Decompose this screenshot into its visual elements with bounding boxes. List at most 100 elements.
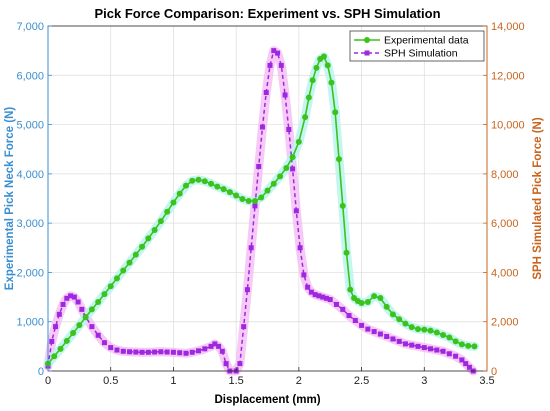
simulation-point — [421, 345, 427, 351]
experimental-point — [324, 62, 331, 69]
simulation-point — [446, 351, 452, 357]
simulation-point — [139, 349, 145, 355]
experimental-point — [239, 195, 246, 202]
experimental-point — [270, 180, 277, 187]
experimental-point — [347, 286, 354, 293]
experimental-point — [126, 259, 133, 266]
x-tick-label: 2.5 — [354, 375, 369, 387]
experimental-point — [471, 343, 478, 350]
experimental-point — [377, 295, 384, 302]
simulation-point — [402, 341, 408, 347]
experimental-point — [289, 154, 296, 161]
simulation-point — [212, 341, 218, 347]
simulation-point — [89, 324, 95, 330]
simulation-point — [64, 295, 70, 301]
legend-label-experimental: Experimental data — [384, 35, 469, 47]
experimental-point — [313, 64, 320, 71]
experimental-point — [88, 306, 95, 313]
experimental-point — [95, 299, 102, 305]
experimental-point — [63, 337, 70, 344]
x-tick-label: 0 — [45, 375, 51, 387]
y-left-tick-label: 6,000 — [16, 70, 44, 82]
y-right-tick-label: 6,000 — [491, 218, 519, 230]
simulation-point — [305, 284, 311, 290]
simulation-point — [390, 336, 396, 342]
simulation-point — [158, 349, 164, 355]
simulation-point — [267, 62, 273, 68]
experimental-point — [332, 109, 339, 116]
simulation-point — [275, 50, 281, 56]
y-right-tick-label: 10,000 — [491, 120, 525, 132]
simulation-point — [459, 357, 465, 363]
experimental-point — [415, 326, 422, 333]
simulation-point — [120, 348, 126, 354]
simulation-point — [271, 48, 277, 54]
experimental-point — [465, 342, 472, 349]
simulation-point — [216, 343, 222, 349]
ticks-layer: 0 0.5 1 1.5 2 2.5 3 3.501,0002,0003,0004,0005,0… — [16, 21, 524, 387]
simulation-point — [68, 293, 74, 299]
x-tick-label: 3 — [421, 375, 427, 387]
simulation-point — [189, 349, 195, 355]
experimental-point — [101, 291, 108, 298]
experimental-point — [208, 180, 215, 187]
experimental-point — [258, 194, 265, 201]
simulation-point — [371, 329, 377, 335]
simulation-point — [377, 331, 383, 337]
simulation-point — [384, 334, 390, 339]
legend: Experimental data SPH Simulation — [349, 30, 485, 62]
experimental-point — [220, 186, 227, 193]
experimental-point — [76, 322, 83, 329]
simulation-point — [208, 343, 214, 349]
simulation-point — [101, 340, 107, 346]
y-right-tick-label: 8,000 — [491, 169, 519, 181]
x-tick-label: 3.5 — [479, 375, 494, 387]
simulation-point — [340, 306, 346, 312]
simulation-point — [60, 301, 66, 307]
legend-box — [349, 30, 485, 62]
simulation-point — [259, 124, 265, 130]
legend-label-simulation: SPH Simulation — [384, 48, 458, 60]
experimental-point — [302, 114, 309, 121]
experimental-point — [226, 189, 233, 196]
experimental-point — [458, 341, 465, 348]
experimental-point — [408, 324, 415, 331]
experimental-point — [170, 199, 177, 206]
simulation-point — [409, 342, 415, 348]
simulation-point — [359, 322, 365, 328]
experimental-point — [151, 227, 158, 234]
legend-marker-simulation — [364, 50, 370, 56]
experimental-point — [364, 299, 371, 305]
simulation-point — [127, 349, 133, 355]
experimental-point — [446, 334, 453, 341]
experimental-point — [201, 178, 208, 185]
experimental-point — [264, 187, 271, 194]
experimental-point — [251, 197, 258, 204]
simulation-point — [183, 350, 189, 356]
simulation-point — [293, 208, 299, 214]
experimental-point — [328, 79, 335, 86]
x-tick-label: 1 — [170, 375, 176, 387]
y-right-axis-label: SPH Simulated Pick Force (N) — [532, 117, 544, 279]
simulation-point — [316, 293, 322, 299]
simulation-point — [463, 361, 469, 367]
experimental-point — [389, 311, 396, 318]
experimental-point — [320, 53, 327, 60]
simulation-point — [152, 349, 158, 355]
y-left-tick-label: 2,000 — [16, 267, 44, 279]
y-right-tick-label: 4,000 — [491, 267, 519, 279]
simulation-point — [71, 294, 77, 300]
experimental-point — [402, 320, 409, 327]
simulation-point — [170, 349, 176, 355]
experimental-point — [305, 94, 312, 101]
y-left-tick-label: 3,000 — [16, 218, 44, 230]
simulation-point — [241, 324, 247, 330]
experimental-point — [195, 176, 202, 183]
simulation-point — [196, 348, 202, 354]
experimental-point — [309, 77, 316, 84]
simulation-point — [290, 166, 296, 172]
x-tick-label: 1.5 — [228, 375, 243, 387]
simulation-point — [263, 90, 269, 96]
simulation-point — [365, 326, 371, 332]
